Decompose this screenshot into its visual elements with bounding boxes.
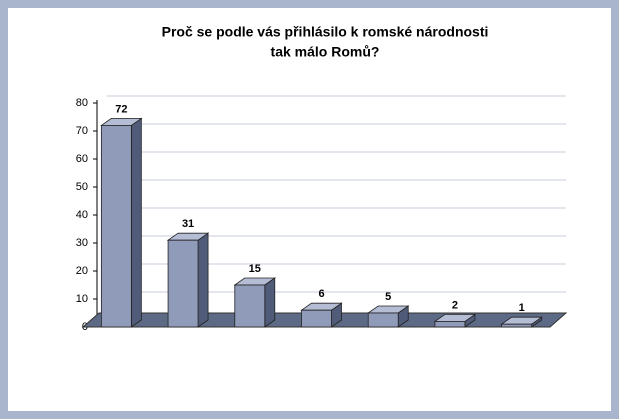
data-label: 72 xyxy=(115,103,127,115)
y-tick-label: 70 xyxy=(76,125,88,137)
y-tick-label: 30 xyxy=(76,237,88,249)
y-tick-label: 20 xyxy=(76,265,88,277)
data-label: 15 xyxy=(249,263,261,275)
data-label: 5 xyxy=(385,291,391,303)
data-label: 6 xyxy=(318,288,324,300)
bar xyxy=(367,312,399,328)
bar xyxy=(234,284,266,328)
bar-side xyxy=(197,232,209,328)
bar xyxy=(301,309,332,328)
bar xyxy=(501,323,533,328)
bar xyxy=(434,320,466,328)
y-tick-label: 40 xyxy=(76,209,88,221)
chart-title: Proč se podle vás přihlásilo k romské ná… xyxy=(162,24,489,40)
data-label: 2 xyxy=(452,299,458,311)
data-label: 31 xyxy=(182,218,194,230)
y-tick-label: 50 xyxy=(76,181,88,193)
chart-title: tak málo Romů? xyxy=(271,44,380,60)
y-tick-label: 10 xyxy=(76,293,88,305)
y-tick-label: 80 xyxy=(76,97,88,109)
data-label: 1 xyxy=(519,302,525,314)
bar xyxy=(100,125,132,328)
y-tick-label: 60 xyxy=(76,153,88,165)
bar-side xyxy=(264,277,276,328)
bar-side xyxy=(130,117,142,328)
bar xyxy=(167,239,199,328)
